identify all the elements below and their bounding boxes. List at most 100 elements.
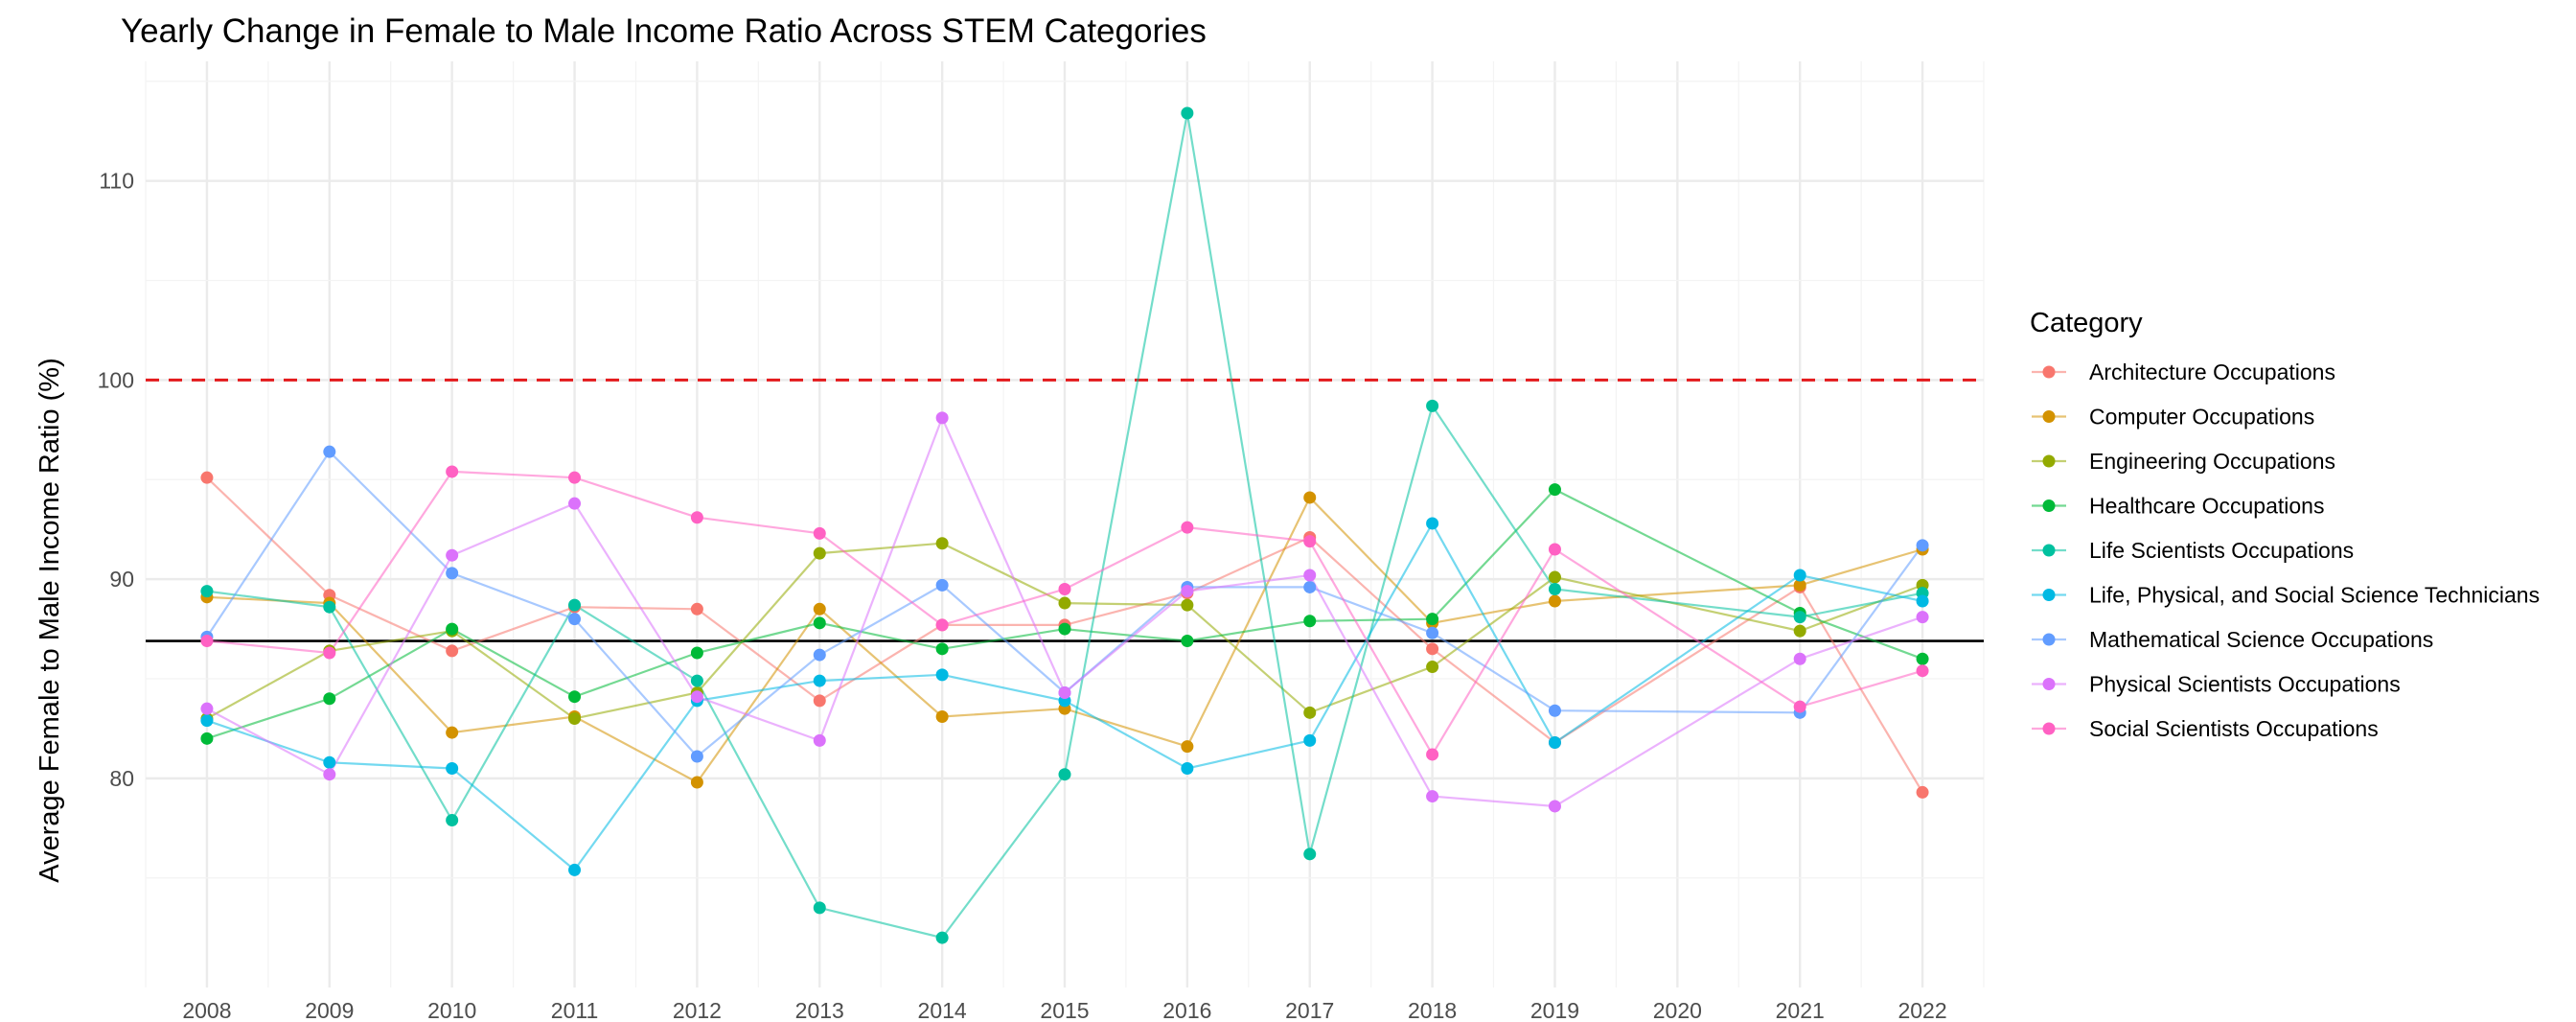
data-point [1058,686,1071,700]
series-line [205,450,1923,758]
data-point [1303,580,1317,593]
data-point [1548,570,1561,584]
legend-items: Architecture Occupations Computer Occupat… [2032,360,2540,741]
data-point [1181,740,1194,754]
legend-label: Physical Scientists Occupations [2089,672,2401,697]
series-line [206,470,1923,757]
data-point [1916,539,1929,552]
data-point [1426,626,1439,639]
data-points [200,106,1929,944]
x-tick-label: 2022 [1898,998,1946,1022]
data-point [1303,615,1317,628]
data-point [1548,735,1561,749]
data-point [690,750,703,763]
data-point [1548,800,1561,813]
data-point [323,646,336,660]
data-point [1058,596,1071,610]
data-point [1181,106,1194,120]
data-point [1793,624,1806,638]
series-line [206,542,1923,720]
data-point [568,863,582,876]
data-point [200,702,214,715]
data-point [1426,748,1439,761]
legend-key-point [2042,410,2056,423]
data-point [1303,848,1317,861]
legend-key-point [2042,722,2056,735]
data-point [1548,704,1561,717]
data-point [690,690,703,704]
data-point [690,511,703,524]
x-tick-label: 2016 [1162,998,1211,1022]
data-point [1303,491,1317,504]
data-point [690,646,703,660]
data-point [1793,611,1806,624]
data-point [1426,661,1439,674]
legend-key-point [2042,589,2056,601]
legend-key-point [2042,678,2056,690]
x-tick-label: 2009 [305,998,354,1022]
x-tick-label: 2017 [1285,998,1334,1022]
x-tick-label: 2012 [673,998,722,1022]
data-point [446,813,459,826]
data-point [200,585,214,598]
legend-label: Engineering Occupations [2089,449,2335,474]
data-point [1181,521,1194,534]
data-point [1058,622,1071,636]
data-point [1058,768,1071,781]
legend-label: Social Scientists Occupations [2089,716,2379,741]
legend-key-point [2042,365,2056,379]
data-point [1426,790,1439,803]
y-tick-label: 80 [109,766,134,791]
data-point [1548,483,1561,497]
data-point [813,602,826,616]
data-point [813,648,826,662]
series-line [206,521,1923,871]
data-point [323,445,336,458]
data-point [568,471,582,484]
data-point [1548,583,1561,596]
data-point [690,674,703,687]
data-point [446,465,459,478]
data-point [935,709,949,723]
data-point [1426,517,1439,530]
x-tick-label: 2018 [1408,998,1457,1022]
data-point [813,526,826,540]
data-point [935,642,949,656]
data-point [446,644,459,658]
x-axis-ticks: 2008 2009 2010 2011 2012 2013 2014 2015 2016 2017… [182,998,1946,1022]
data-point [446,761,459,775]
data-point [1303,569,1317,582]
data-point [1916,785,1929,799]
data-point [568,598,582,612]
data-point [1793,578,1806,592]
y-tick-label: 100 [98,367,134,392]
data-point [813,616,826,630]
x-tick-label: 2019 [1530,998,1579,1022]
data-point [323,600,336,614]
legend-label: Life, Physical, and Social Science Techn… [2089,583,2540,608]
data-point [935,411,949,425]
data-point [1303,535,1317,548]
data-point [935,668,949,682]
data-point [935,618,949,632]
data-point [1426,613,1439,626]
series-line [206,415,1923,808]
x-tick-label: 2011 [551,998,598,1022]
data-point [1181,635,1194,648]
data-point [200,714,214,728]
x-tick-label: 2014 [918,998,967,1022]
data-point [1916,611,1929,624]
x-tick-label: 2008 [182,998,231,1022]
x-tick-label: 2020 [1653,998,1702,1022]
grid [145,61,1985,987]
data-point [568,613,582,626]
data-point [935,931,949,944]
data-point [446,548,459,562]
legend-key-point [2042,544,2056,557]
data-point [200,732,214,745]
x-tick-label: 2015 [1040,998,1089,1022]
y-tick-label: 110 [99,169,134,194]
x-tick-label: 2010 [427,998,476,1022]
x-tick-label: 2013 [795,998,844,1022]
data-point [813,733,826,747]
